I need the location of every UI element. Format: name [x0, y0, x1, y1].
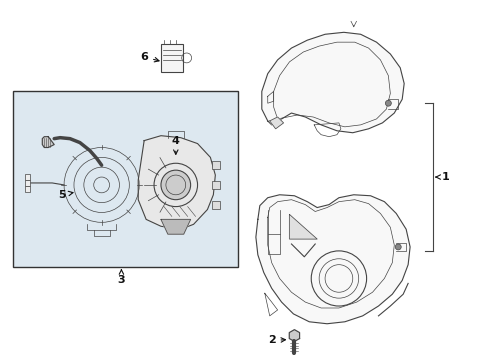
Polygon shape — [42, 137, 54, 148]
FancyBboxPatch shape — [24, 174, 30, 180]
Text: 5: 5 — [58, 190, 73, 200]
Polygon shape — [290, 215, 317, 239]
Text: 1: 1 — [436, 172, 449, 182]
FancyBboxPatch shape — [161, 44, 183, 72]
FancyBboxPatch shape — [212, 201, 220, 208]
Polygon shape — [138, 136, 215, 229]
FancyBboxPatch shape — [212, 161, 220, 169]
Text: 4: 4 — [172, 136, 180, 154]
Circle shape — [161, 170, 191, 200]
FancyBboxPatch shape — [24, 180, 30, 186]
Circle shape — [386, 100, 392, 106]
Text: 3: 3 — [118, 270, 125, 285]
FancyBboxPatch shape — [24, 186, 30, 192]
Polygon shape — [289, 330, 299, 342]
Polygon shape — [256, 195, 410, 324]
FancyBboxPatch shape — [13, 91, 238, 267]
FancyBboxPatch shape — [212, 181, 220, 189]
Circle shape — [395, 244, 401, 250]
Polygon shape — [161, 219, 191, 234]
Text: 6: 6 — [140, 52, 159, 62]
Polygon shape — [262, 32, 404, 133]
Polygon shape — [270, 117, 284, 129]
Text: 2: 2 — [268, 336, 286, 346]
